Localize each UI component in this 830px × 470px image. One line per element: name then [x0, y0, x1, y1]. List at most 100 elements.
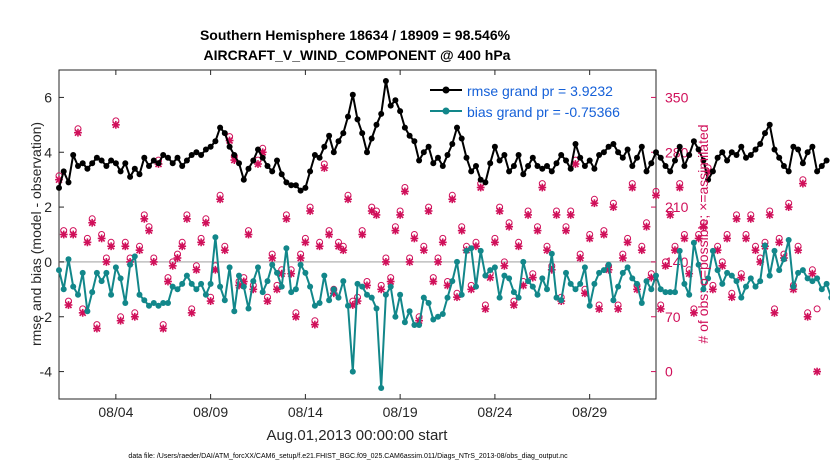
rmse-point [667, 168, 674, 175]
obs-assimilated-point [59, 230, 68, 239]
bias-point [160, 300, 167, 306]
bias-point [458, 291, 465, 298]
rmse-point [56, 184, 62, 191]
bias-point [596, 269, 603, 276]
bias-point [359, 283, 366, 290]
bias-point [292, 286, 299, 293]
bias-point [321, 272, 328, 279]
bias-point [780, 256, 787, 263]
bias-point [799, 267, 806, 274]
rmse-point [548, 168, 555, 175]
rmse-point [553, 160, 560, 167]
rmse-point [264, 163, 271, 169]
obs-assimilated-point [339, 246, 348, 255]
rmse-point [70, 152, 77, 158]
bias-point [193, 286, 200, 293]
bias-point [667, 289, 674, 296]
y-tick-label: 6 [44, 89, 52, 105]
rmse-point [799, 160, 806, 167]
obs-assimilated-point [64, 301, 73, 309]
y-tick-label: 4 [44, 144, 52, 160]
obs-assimilated-point [244, 230, 253, 239]
obs-assimilated-point [576, 254, 585, 262]
rmse-point [259, 154, 266, 161]
bias-series [56, 234, 830, 391]
legend-rmse-label: rmse grand pr = 3.9232 [467, 83, 613, 99]
obs-assimilated-point [491, 238, 499, 247]
obs-assimilated-point [173, 254, 182, 262]
rmse-point [823, 157, 830, 164]
rmse-point [496, 157, 503, 164]
rmse-point [84, 165, 91, 172]
y-tick-label: -4 [40, 364, 53, 380]
bias-point [259, 289, 266, 296]
obs-assimilated-point [595, 305, 604, 313]
rmse-point [785, 168, 792, 175]
rmse-point [662, 163, 669, 169]
obs-assimilated-point [429, 277, 438, 286]
bias-point [392, 313, 399, 320]
obs-assimilated-point [708, 285, 717, 294]
rmse-point [776, 154, 783, 161]
obs-assimilated-point [552, 211, 561, 219]
rmse-point [288, 182, 295, 189]
rmse-point [117, 168, 124, 175]
obs-possible-point [813, 305, 821, 313]
obs-assimilated-point [803, 312, 812, 321]
rmse-point [226, 143, 233, 150]
bias-point [624, 264, 631, 271]
bias-point [809, 278, 816, 285]
rmse-point [506, 168, 513, 175]
rmse-point [657, 154, 664, 161]
right-y-tick-label: 0 [665, 364, 673, 380]
plot-area [58, 69, 657, 400]
bias-point [600, 267, 607, 274]
bias-point [430, 316, 437, 323]
bias-point [743, 283, 749, 290]
rmse-point [378, 110, 385, 117]
rmse-point [141, 154, 148, 161]
bias-point [643, 278, 650, 285]
bias-point [653, 272, 659, 279]
obs-assimilated-point [135, 246, 144, 255]
bias-point [510, 289, 517, 296]
rmse-point [624, 146, 631, 153]
obs-assimilated-point [765, 211, 774, 219]
obs-assimilated-point [254, 160, 262, 168]
rmse-point [596, 152, 603, 158]
rmse-point [292, 182, 299, 189]
rmse-point [605, 143, 612, 150]
rmse-point [515, 152, 522, 158]
bias-point [785, 237, 792, 243]
bias-point [662, 289, 669, 296]
rmse-point [648, 160, 655, 167]
bias-point [340, 278, 347, 285]
bias-point [529, 283, 536, 290]
right-y-tick-label: 350 [665, 89, 689, 105]
obs-assimilated-point [192, 265, 201, 274]
obs-assimilated-point [628, 183, 637, 192]
obs-assimilated-point [699, 222, 708, 231]
legend-bias-label: bias grand pr = -0.75366 [467, 104, 620, 120]
bias-point [70, 283, 77, 290]
obs-assimilated-point [680, 234, 689, 243]
y-axis-label: rmse and bias (model - observation) [28, 122, 44, 346]
obs-assimilated-point [476, 183, 485, 192]
rmse-point [392, 97, 399, 104]
rmse-point [600, 149, 607, 156]
rmse-point [681, 163, 688, 169]
obs-assimilated-point [306, 207, 315, 215]
rmse-point [615, 149, 622, 156]
obs-assimilated-point [694, 234, 703, 243]
rmse-point [316, 154, 323, 161]
obs-assimilated-point [798, 179, 807, 188]
rmse-point [155, 160, 162, 167]
obs-assimilated-point [623, 238, 632, 247]
rmse-point [127, 173, 134, 180]
bias-point [501, 272, 508, 279]
rmse-point [444, 152, 451, 158]
rmse-point [430, 160, 437, 167]
legend: rmse grand pr = 3.9232 bias grand pr = -… [430, 83, 620, 120]
obs-assimilated-point [770, 308, 779, 317]
